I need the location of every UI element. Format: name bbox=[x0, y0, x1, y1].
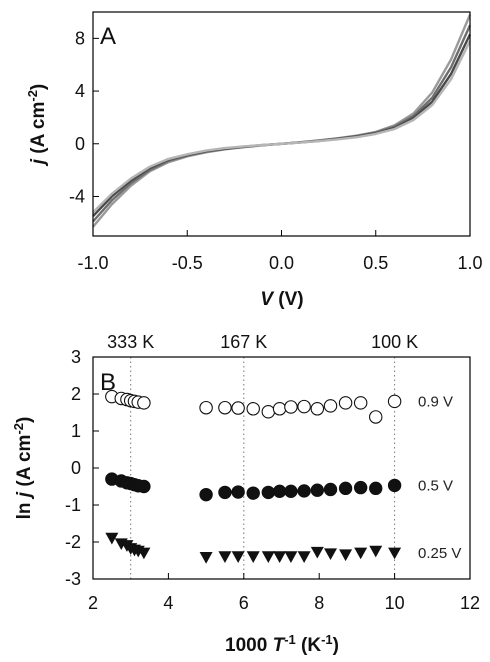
data-point bbox=[231, 551, 245, 563]
y-tick-label: 1 bbox=[71, 421, 81, 441]
x-tick-label: -0.5 bbox=[172, 253, 203, 273]
temperature-label: 333 K bbox=[107, 332, 154, 352]
data-point bbox=[284, 484, 298, 499]
data-point bbox=[272, 484, 287, 499]
data-point bbox=[284, 551, 298, 563]
series-label: 0.5 V bbox=[418, 477, 453, 494]
data-point bbox=[354, 547, 368, 560]
plot-frame-b bbox=[92, 356, 471, 580]
y-axis-label-b: ln j (A cm-2) bbox=[11, 417, 35, 520]
data-point bbox=[387, 478, 402, 493]
data-point bbox=[272, 402, 287, 416]
y-tick-label: 2 bbox=[71, 384, 81, 404]
data-point bbox=[137, 547, 151, 560]
data-point bbox=[339, 549, 353, 562]
data-point bbox=[323, 399, 338, 413]
data-point bbox=[310, 483, 325, 497]
data-point bbox=[338, 396, 353, 410]
data-point bbox=[199, 400, 213, 415]
data-point bbox=[231, 485, 245, 499]
y-tick-label: -3 bbox=[65, 569, 81, 589]
x-tick-label: 1.0 bbox=[457, 253, 482, 273]
y-axis-label-a: j (A cm-2) bbox=[25, 84, 49, 168]
axis-ticks-a: -1.0 -0.5 0.0 0.5 1.0 -4 0 4 8 bbox=[69, 28, 483, 273]
data-point bbox=[137, 396, 151, 410]
data-point bbox=[246, 402, 260, 416]
y-tick-label: -4 bbox=[69, 186, 85, 206]
data-point bbox=[353, 396, 368, 410]
x-tick-label: 2 bbox=[88, 593, 98, 613]
data-point bbox=[218, 551, 232, 563]
data-point bbox=[261, 485, 276, 500]
x-tick-label: -1.0 bbox=[77, 253, 108, 273]
data-point bbox=[284, 400, 298, 414]
data-point bbox=[310, 546, 324, 559]
data-point bbox=[273, 551, 287, 563]
data-point bbox=[368, 410, 383, 424]
data-point bbox=[105, 532, 119, 545]
panel-label-a: A bbox=[100, 23, 116, 50]
data-point bbox=[199, 552, 213, 564]
y-tick-label: 0 bbox=[71, 458, 81, 478]
x-tick-label: 10 bbox=[385, 593, 405, 613]
series-label: 0.25 V bbox=[418, 545, 461, 562]
x-tick-label: 4 bbox=[163, 593, 173, 613]
panel-label-b: B bbox=[100, 369, 116, 396]
y-tick-label: -1 bbox=[65, 495, 81, 515]
data-point bbox=[310, 402, 325, 416]
data-points bbox=[105, 389, 402, 564]
data-point bbox=[324, 548, 338, 561]
data-point bbox=[231, 401, 245, 415]
data-point bbox=[297, 551, 311, 563]
iv-curve bbox=[92, 40, 472, 214]
x-tick-label: 6 bbox=[239, 593, 249, 613]
y-tick-label: 0 bbox=[75, 134, 85, 154]
reference-lines bbox=[130, 357, 396, 579]
series-label: 0.9 V bbox=[418, 393, 453, 410]
temperature-labels: 333 K 167 K 100 K bbox=[107, 332, 418, 352]
iv-curve bbox=[92, 24, 472, 223]
data-point bbox=[388, 547, 402, 560]
x-tick-label: 8 bbox=[314, 593, 324, 613]
data-point bbox=[199, 487, 213, 502]
data-point bbox=[218, 485, 232, 500]
panel-a: -1.0 -0.5 0.0 0.5 1.0 -4 0 4 8 A V (V) j (A cm-2… bbox=[25, 11, 483, 310]
data-point bbox=[246, 486, 260, 500]
data-point bbox=[246, 551, 260, 563]
data-point bbox=[297, 484, 311, 498]
plot-frame-a bbox=[92, 11, 471, 237]
temperature-label: 167 K bbox=[220, 332, 267, 352]
data-point bbox=[338, 481, 353, 496]
data-point bbox=[137, 479, 151, 494]
x-tick-label: 12 bbox=[460, 593, 480, 613]
y-tick-label: 3 bbox=[71, 347, 81, 367]
data-point bbox=[387, 394, 402, 409]
data-point bbox=[297, 399, 311, 414]
data-point bbox=[261, 405, 276, 419]
series-labels: 0.9 V 0.5 V 0.25 V bbox=[418, 393, 461, 562]
data-point bbox=[218, 400, 232, 415]
temperature-label: 100 K bbox=[371, 332, 418, 352]
data-point bbox=[369, 481, 383, 496]
y-tick-label: -2 bbox=[65, 532, 81, 552]
data-point bbox=[261, 551, 275, 563]
data-point bbox=[323, 482, 338, 497]
x-tick-label: 0.0 bbox=[269, 253, 294, 273]
data-point bbox=[369, 545, 383, 558]
x-axis-label-a: V (V) bbox=[260, 289, 303, 310]
x-axis-label-b: 1000 T-1 (K-1) bbox=[225, 632, 339, 656]
data-point bbox=[353, 480, 368, 495]
x-tick-label: 0.5 bbox=[363, 253, 388, 273]
iv-curve bbox=[92, 33, 472, 218]
y-tick-label: 4 bbox=[75, 81, 85, 101]
y-tick-label: 8 bbox=[75, 28, 85, 48]
iv-curves bbox=[92, 14, 472, 228]
